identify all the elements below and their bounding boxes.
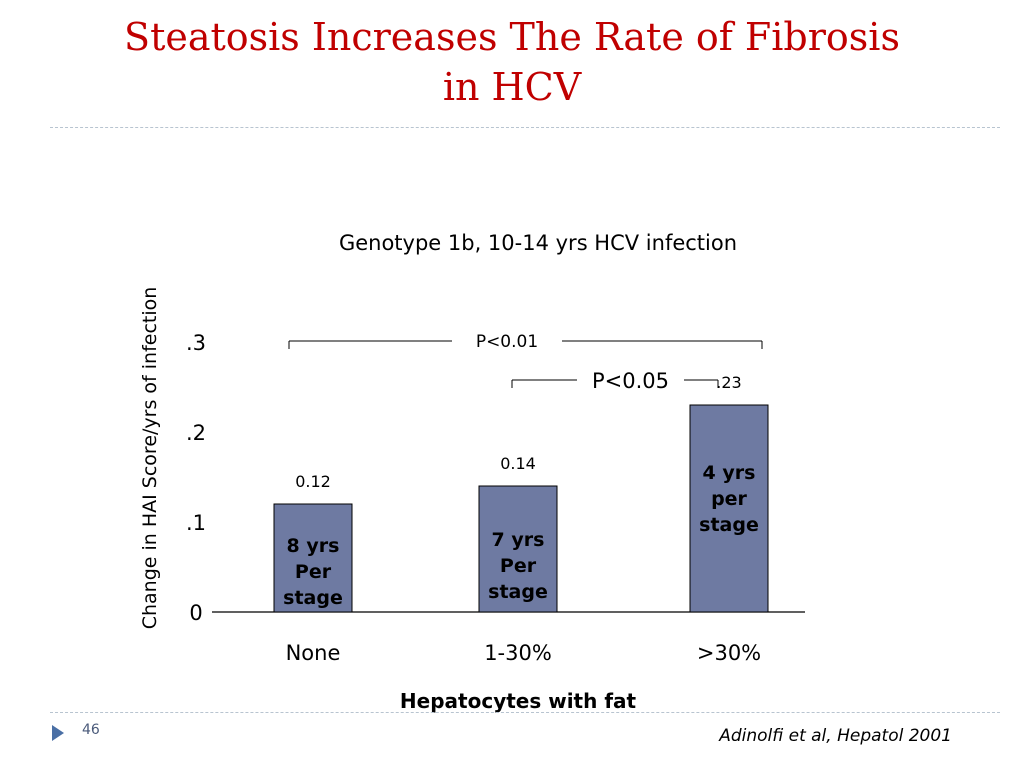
data-label: .23 [716, 373, 741, 392]
y-tick-label: 0 [189, 601, 202, 625]
chart-title: Genotype 1b, 10-14 yrs HCV infection [339, 231, 737, 255]
slide-title-line-2: in HCV [442, 65, 582, 109]
x-axis-label: Hepatocytes with fat [400, 689, 637, 713]
significance-label: P<0.05 [592, 369, 669, 393]
y-tick-label: .1 [186, 511, 206, 535]
y-axis-label: Change in HAI Score/yrs of infection [139, 287, 161, 630]
footer-divider [50, 712, 1000, 713]
bar [478, 485, 558, 613]
bar-annotation: per [711, 488, 747, 510]
x-tick-label: None [286, 641, 341, 665]
citation: Adinolfi et al, Hepatol 2001 [719, 726, 952, 746]
y-tick-label: .3 [186, 331, 206, 355]
title-divider [50, 127, 1000, 128]
x-tick-label: 1-30% [484, 641, 552, 665]
bar [273, 503, 353, 613]
bar-annotation: 4 yrs [703, 462, 756, 484]
significance-label: P<0.01 [476, 332, 538, 352]
bar-annotation: Per [295, 561, 332, 583]
bar-annotation: stage [488, 581, 548, 603]
plot-area: 0 .1 .2 .3 0.12 None 8 yrs Per stage 0.14 1-30% 7 y… [186, 331, 805, 665]
slide-number: 46 [82, 722, 100, 738]
slide-title: Steatosis Increases The Rate of Fibrosis… [0, 12, 1024, 112]
y-tick-label: .2 [186, 421, 206, 445]
data-label: 0.14 [500, 454, 536, 473]
bar-annotation: stage [699, 514, 759, 536]
bullet-arrow-icon [52, 725, 64, 741]
x-tick-label: >30% [697, 641, 761, 665]
data-label: 0.12 [295, 472, 331, 491]
bar-annotation: 8 yrs [287, 535, 340, 557]
bar-annotation: Per [500, 555, 537, 577]
slide-title-line-1: Steatosis Increases The Rate of Fibrosis [124, 15, 900, 59]
bar-annotation: 7 yrs [492, 529, 545, 551]
bar-annotation: stage [283, 587, 343, 609]
bar [689, 404, 769, 613]
